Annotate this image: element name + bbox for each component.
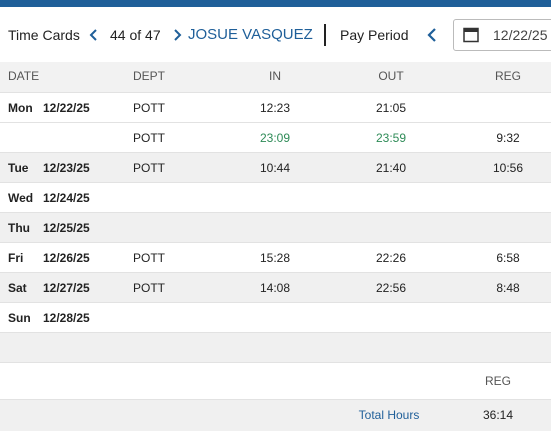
prev-period[interactable] [426, 27, 438, 43]
in-cell: 12:23 [259, 101, 291, 115]
table-row: Sat 12/27/25 POTT 14:08 22:56 8:48 [0, 273, 551, 303]
column-header: IN [269, 69, 281, 83]
dept-cell: POTT [133, 131, 165, 145]
table-row: Mon 12/22/25 POTT 12:23 21:05 [0, 93, 551, 123]
in-cell: 14:08 [259, 281, 291, 295]
date-cell: 12/23/25 [43, 161, 90, 175]
column-header: DATE [8, 69, 40, 83]
day-cell: Wed [8, 191, 34, 205]
dept-cell: POTT [133, 281, 165, 295]
dept-cell: POTT [133, 251, 165, 265]
date-cell: 12/26/25 [43, 251, 90, 265]
employee-name: JOSUE VASQUEZ [188, 26, 313, 43]
day-cell: Fri [8, 251, 24, 265]
next-employee[interactable] [172, 28, 182, 42]
page-title: Time Cards [8, 27, 80, 43]
totals-header-row: REG [0, 363, 551, 400]
day-cell: Mon [8, 101, 33, 115]
dept-cell: POTT [133, 161, 165, 175]
dept-cell: POTT [133, 101, 165, 115]
reg-cell: 10:56 [492, 161, 524, 175]
totals-column: REG [484, 374, 512, 388]
column-header: OUT [378, 69, 404, 83]
out-cell: 21:05 [375, 101, 407, 115]
column-header: REG [494, 69, 522, 83]
day-cell: Sat [8, 281, 27, 295]
table-row: Thu 12/25/25 [0, 213, 551, 243]
date-cell: 12/25/25 [43, 221, 90, 235]
totals-label: Total Hours [358, 408, 420, 422]
reg-cell: 8:48 [496, 281, 520, 295]
pay-period-label: Pay Period [340, 27, 409, 43]
in-cell: 15:28 [259, 251, 291, 265]
spacer-row [0, 333, 551, 363]
day-cell: Sun [8, 311, 31, 325]
day-cell: Thu [8, 221, 30, 235]
calendar-icon [463, 27, 479, 43]
out-cell: 23:59 [375, 131, 407, 145]
table-row: POTT 23:09 23:59 9:32 [0, 123, 551, 153]
in-cell: 10:44 [259, 161, 291, 175]
date-cell: 12/28/25 [43, 311, 90, 325]
reg-cell: 9:32 [496, 131, 520, 145]
column-header: DEPT [133, 69, 166, 83]
date-cell: 12/24/25 [43, 191, 90, 205]
table-header: DATE DEPT IN OUT REG [0, 62, 551, 93]
day-cell: Tue [8, 161, 29, 175]
out-cell: 22:56 [375, 281, 407, 295]
table-row: Fri 12/26/25 POTT 15:28 22:26 6:58 [0, 243, 551, 273]
period-start: 12/22/25 [493, 27, 548, 43]
divider [324, 24, 326, 46]
table-row: Wed 12/24/25 [0, 183, 551, 213]
prev-employee[interactable] [89, 28, 99, 42]
out-cell: 21:40 [375, 161, 407, 175]
table-row: Sun 12/28/25 [0, 303, 551, 333]
employee-position: 44 of 47 [110, 27, 161, 43]
table-row: Tue 12/23/25 POTT 10:44 21:40 10:56 [0, 153, 551, 183]
date-cell: 12/27/25 [43, 281, 90, 295]
total-hours: 36:14 [482, 408, 514, 422]
reg-cell: 6:58 [496, 251, 520, 265]
date-input[interactable] [453, 19, 551, 51]
date-cell: 12/22/25 [43, 101, 90, 115]
in-cell: 23:09 [259, 131, 291, 145]
out-cell: 22:26 [375, 251, 407, 265]
top-bar [0, 0, 551, 7]
totals-row: Total Hours 36:14 [0, 400, 551, 431]
